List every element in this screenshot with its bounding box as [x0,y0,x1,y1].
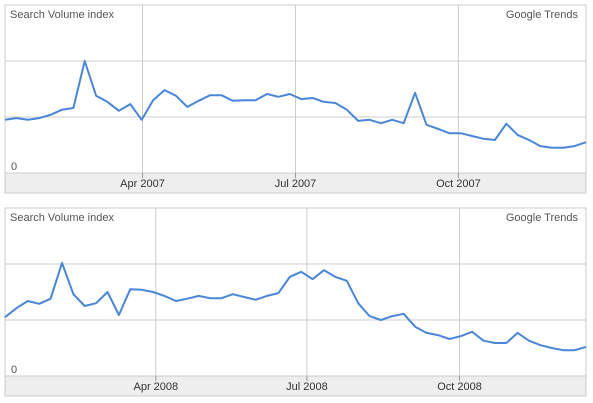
trend-line [4,261,587,352]
y-axis-label: Search Volume index [10,9,114,21]
x-tick-label: Oct 2008 [437,381,482,393]
y-axis-label: Search Volume index [10,212,114,224]
source-label: Google Trends [506,9,579,21]
x-tick-label: Oct 2007 [436,178,481,190]
source-label: Google Trends [506,212,579,224]
trend-line [4,60,587,149]
y-tick-label: 0 [11,364,17,376]
x-tick-label: Jul 2008 [286,381,328,393]
x-tick-label: Apr 2007 [120,178,165,190]
x-tick-label: Jul 2007 [275,178,317,190]
y-tick-label: 0 [11,161,17,173]
plot-frame [4,207,587,397]
x-tick-label: Apr 2008 [134,381,179,393]
